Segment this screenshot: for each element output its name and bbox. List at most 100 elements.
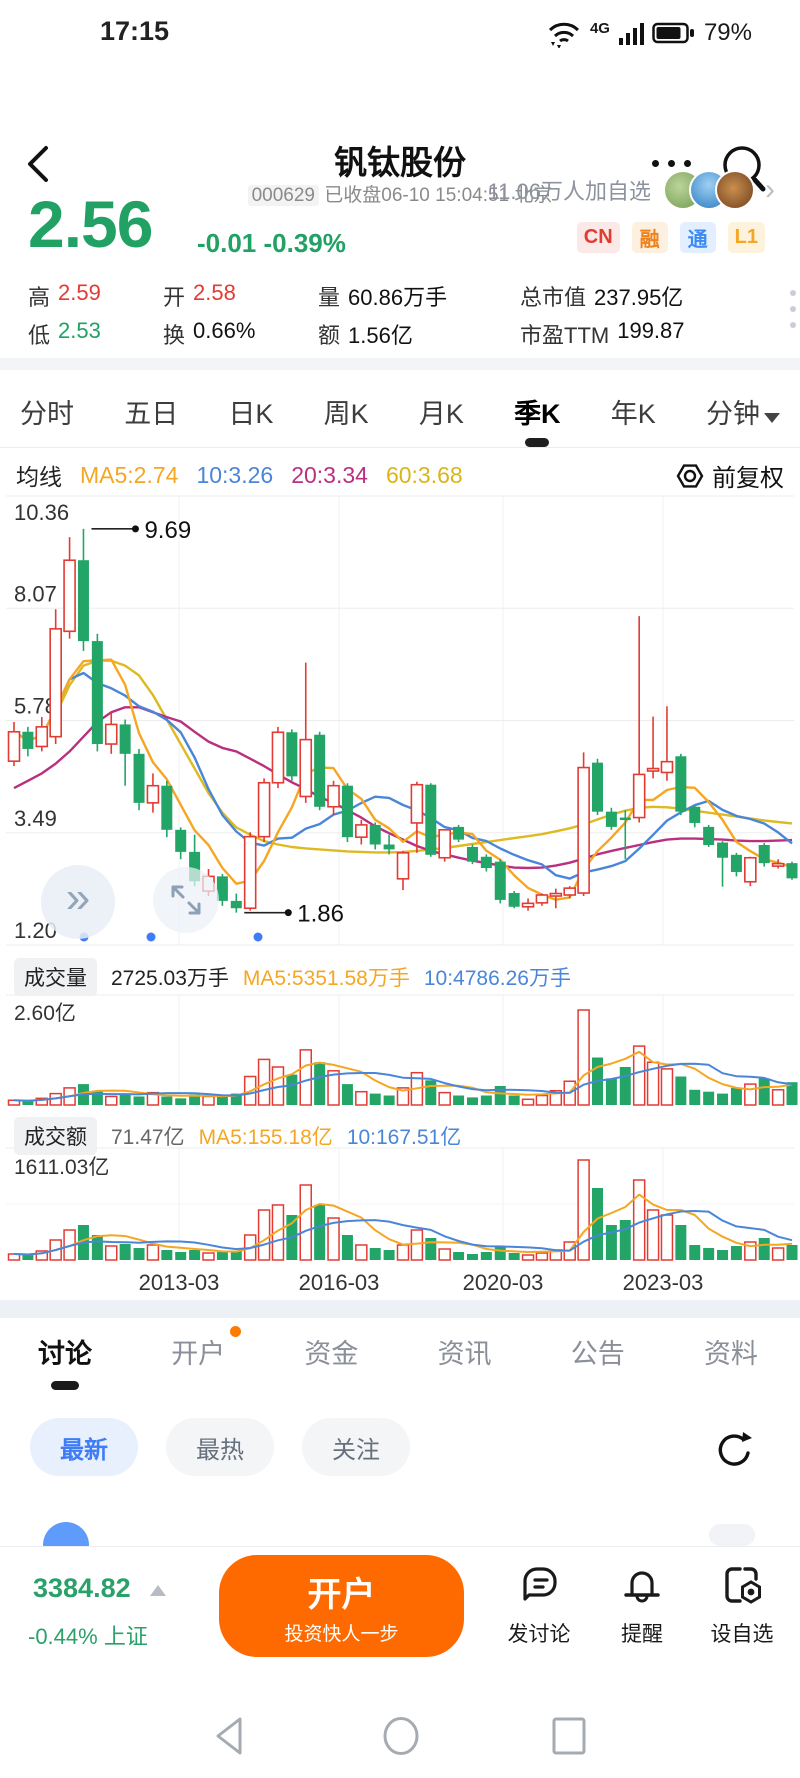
amount-bar xyxy=(494,1246,506,1260)
candle-body xyxy=(230,900,242,909)
badge-connect: 通 xyxy=(679,222,716,253)
volume-bar xyxy=(314,1062,326,1105)
amount-bar xyxy=(744,1241,757,1261)
amount-bar xyxy=(161,1250,173,1260)
amount-bar xyxy=(480,1252,492,1260)
volume-bar xyxy=(425,1080,437,1105)
tab-open-account[interactable]: 开户 xyxy=(171,1326,242,1390)
volume-bar xyxy=(675,1076,687,1105)
stat-open: 开 2.58 xyxy=(163,280,236,310)
index-value[interactable]: 3384.82 xyxy=(33,1573,131,1603)
candle-body xyxy=(703,826,715,846)
section-divider xyxy=(0,358,800,370)
post-discussion-button[interactable]: 发讨论 xyxy=(494,1561,584,1648)
stat-volume: 量 60.86万手 xyxy=(318,285,448,310)
amount-bar xyxy=(675,1225,687,1260)
fullscreen-drag-button[interactable] xyxy=(153,867,219,933)
filter-hottest[interactable]: 最热 xyxy=(166,1418,274,1476)
volume-bar xyxy=(577,1009,590,1106)
volume-bar xyxy=(341,1084,353,1105)
tab-minutes-dropdown[interactable]: 分钟 xyxy=(706,392,780,447)
expand-stats-handle[interactable] xyxy=(790,290,796,328)
candle-body xyxy=(619,817,631,821)
amount-bar xyxy=(327,1217,340,1261)
filter-following[interactable]: 关注 xyxy=(302,1418,410,1476)
amount-bar xyxy=(257,1209,271,1261)
event-dot xyxy=(146,932,156,942)
expand-arrows-icon xyxy=(171,885,201,915)
stock-subtitle: 000629 已收盘06-10 15:04:51 北京 xyxy=(0,180,800,207)
volume-bar xyxy=(286,1074,298,1105)
adjust-mode-button[interactable]: 前复权 xyxy=(676,458,784,493)
volume-bar xyxy=(369,1093,381,1105)
tab-monthly-k[interactable]: 月K xyxy=(418,399,464,429)
tab-discussion[interactable]: 讨论 xyxy=(38,1332,92,1390)
stat-low: 低 2.53 xyxy=(28,318,101,348)
amount-bar xyxy=(396,1244,410,1261)
candle-body xyxy=(35,726,49,748)
candle-body xyxy=(243,835,257,910)
tab-five-day[interactable]: 五日 xyxy=(124,399,179,429)
candle-body xyxy=(271,731,285,784)
set-alert-button[interactable]: 提醒 xyxy=(597,1561,687,1648)
jump-latest-button[interactable]: » xyxy=(41,865,115,939)
candle-body xyxy=(577,766,590,894)
open-account-button[interactable]: 开户 投资快人一步 xyxy=(219,1555,464,1657)
tab-announcements[interactable]: 公告 xyxy=(570,1339,625,1369)
tab-weekly-k[interactable]: 周K xyxy=(323,399,369,429)
tab-yearly-k[interactable]: 年K xyxy=(610,399,656,429)
nav-recents-icon[interactable] xyxy=(551,1716,587,1756)
tab-news[interactable]: 资讯 xyxy=(437,1339,492,1369)
badge-cn: CN xyxy=(576,222,620,253)
back-icon[interactable] xyxy=(22,144,56,184)
candle-body xyxy=(494,861,506,900)
add-watchlist-button[interactable]: 设自选 xyxy=(697,1561,787,1648)
candle-body xyxy=(146,784,160,804)
amount-bar xyxy=(771,1247,785,1261)
volume-bar xyxy=(438,1091,451,1106)
amount-bar xyxy=(119,1244,131,1260)
amount-bar xyxy=(146,1244,160,1261)
chevron-down-icon xyxy=(763,413,780,423)
volume-bar xyxy=(535,1094,549,1106)
amount-bar xyxy=(355,1244,368,1261)
social-section: 讨论 开户 资金 资讯 公告 资料 最新 最热 关注 xyxy=(0,1318,800,1546)
watchlist-count-row[interactable]: 11.06万人加自选 › xyxy=(488,170,775,210)
amount-bar xyxy=(535,1252,549,1261)
candle-body xyxy=(175,829,187,852)
candle-body xyxy=(771,862,785,867)
wifi-icon xyxy=(548,22,579,48)
amount-bar xyxy=(577,1159,590,1261)
amount-bar xyxy=(383,1250,395,1260)
tab-daily-k[interactable]: 日K xyxy=(228,399,274,429)
amount-pane-label[interactable]: 成交额 xyxy=(14,1117,97,1155)
amount-axis-label: 1611.03亿 xyxy=(14,1156,109,1179)
more-menu-icon[interactable] xyxy=(652,160,691,167)
nav-back-icon[interactable] xyxy=(210,1714,248,1758)
candle-body xyxy=(119,724,131,754)
candle-body xyxy=(77,560,89,642)
amount-bar xyxy=(271,1204,285,1261)
refresh-icon[interactable] xyxy=(712,1428,758,1474)
volume-pane-label[interactable]: 成交量 xyxy=(14,958,97,996)
candle-body xyxy=(549,892,563,897)
candle-body xyxy=(605,811,617,827)
volume-bar xyxy=(299,1049,312,1106)
volume-bar xyxy=(466,1097,478,1105)
volume-bar xyxy=(383,1095,395,1105)
volume-bar xyxy=(230,1093,242,1105)
tab-profile[interactable]: 资料 xyxy=(703,1339,758,1369)
tab-quarterly-k[interactable]: 季K xyxy=(514,392,561,447)
volume-bar xyxy=(703,1091,715,1105)
candle-body xyxy=(299,738,313,798)
filter-latest[interactable]: 最新 xyxy=(30,1418,138,1476)
chart-region: 均线 MA5:2.74 10:3.26 20:3.34 60:3.68 前复权 … xyxy=(0,448,800,1300)
amount-bar xyxy=(632,1179,646,1261)
kline-chart[interactable]: 10.368.075.783.491.209.691.862.60亿1611.0… xyxy=(0,448,800,1300)
nav-home-icon[interactable] xyxy=(381,1714,421,1758)
tab-minute-chart[interactable]: 分时 xyxy=(20,399,74,429)
avatar xyxy=(715,170,755,210)
amount-bar xyxy=(105,1245,118,1261)
amount-bar xyxy=(341,1235,353,1260)
tab-funds[interactable]: 资金 xyxy=(304,1339,359,1369)
